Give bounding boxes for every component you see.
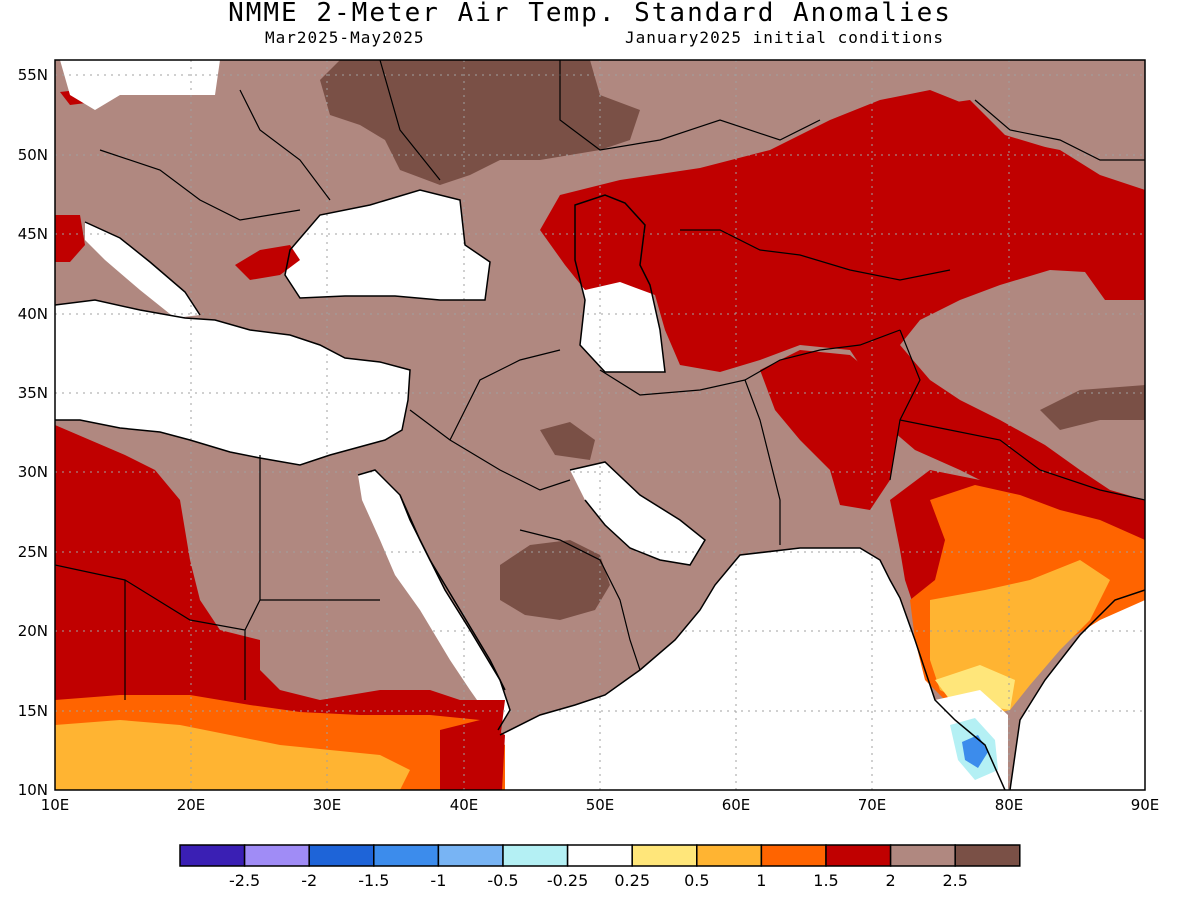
colorbar-swatch [437, 844, 504, 867]
lat-tick: 35N [18, 384, 48, 402]
anomaly-tibet-dark [1040, 385, 1145, 430]
colorbar-swatch [889, 844, 956, 867]
colorbar-label: 2 [886, 871, 896, 890]
anomaly-cold-core [962, 735, 988, 768]
colorbar-label: -2.5 [229, 871, 260, 890]
lon-tick: 70E [858, 796, 887, 814]
graticule [55, 60, 1145, 790]
lon-tick: 50E [586, 796, 615, 814]
lat-tick: 55N [18, 66, 48, 84]
colorbar-swatch [825, 844, 892, 867]
colorbar-swatch [243, 844, 310, 867]
x-axis-labels: 10E 20E 30E 40E 50E 60E 70E 80E 90E [41, 796, 1160, 814]
anomaly-balkans-red [235, 245, 300, 280]
map-title: NMME 2-Meter Air Temp. Standard Anomalie… [228, 0, 952, 28]
lon-tick: 10E [41, 796, 70, 814]
colorbar-swatch [954, 844, 1021, 867]
colorbar-swatch [631, 844, 698, 867]
arabian-sea [500, 548, 1005, 790]
anomaly-central-asia [540, 90, 1145, 560]
lat-tick: 50N [18, 146, 48, 164]
europe-neutral-patch [60, 60, 220, 110]
colorbar: -2.5 -2 -1.5 -1 -0.5 -0.25 0.25 0.5 1 1.5 2 2.5 [179, 844, 1021, 890]
colorbar-swatch [373, 844, 440, 867]
y-axis-labels: 10N 15N 20N 25N 30N 35N 40N 45N 50N 55N [18, 66, 48, 799]
map-frame [54, 59, 1146, 791]
lon-tick: 90E [1131, 796, 1160, 814]
colorbar-label: 0.5 [684, 871, 709, 890]
anomaly-arabia-dark [500, 540, 610, 620]
anomaly-siberia [900, 100, 1145, 240]
black-sea [285, 190, 490, 300]
lon-tick: 60E [722, 796, 751, 814]
anomaly-horn-africa [440, 720, 505, 790]
persian-gulf [570, 462, 705, 565]
anomaly-iraq-dark [540, 422, 595, 460]
lat-tick: 15N [18, 702, 48, 720]
anomaly-afghanistan [760, 350, 900, 510]
lat-tick: 30N [18, 463, 48, 481]
lat-tick: 40N [18, 305, 48, 323]
lon-tick: 80E [995, 796, 1024, 814]
colorbar-swatch [502, 844, 569, 867]
colorbar-swatch [308, 844, 375, 867]
initial-conditions: January2025 initial conditions [625, 28, 944, 47]
colorbar-label: -1.5 [358, 871, 389, 890]
coastlines [55, 189, 1145, 790]
colorbar-label: -0.25 [547, 871, 588, 890]
colorbar-label: 1 [756, 871, 766, 890]
lat-tick: 10N [18, 781, 48, 799]
colorbar-swatch [179, 844, 246, 867]
colorbar-label: -2 [301, 871, 317, 890]
mediterranean-sea [55, 300, 410, 465]
colorbar-label: 1.5 [813, 871, 838, 890]
colorbar-swatch [696, 844, 763, 867]
anomaly-italy-red [55, 215, 85, 262]
colorbar-label: 0.25 [614, 871, 650, 890]
lat-tick: 20N [18, 622, 48, 640]
colorbar-label: 2.5 [942, 871, 967, 890]
red-sea [358, 470, 510, 730]
colorbar-label: -1 [430, 871, 446, 890]
colorbar-swatch [566, 844, 633, 867]
colorbar-label: -0.5 [487, 871, 518, 890]
country-borders [55, 60, 1145, 700]
lat-tick: 45N [18, 225, 48, 243]
lon-tick: 40E [450, 796, 479, 814]
adriatic-sea [85, 222, 200, 318]
anomaly-field [55, 60, 1145, 790]
colorbar-swatch [760, 844, 827, 867]
anomaly-north-africa [55, 425, 505, 755]
forecast-period: Mar2025-May2025 [265, 28, 425, 47]
anomaly-sahel-core [55, 720, 410, 790]
lat-tick: 25N [18, 543, 48, 561]
lon-tick: 20E [177, 796, 206, 814]
bay-of-bengal [1010, 590, 1145, 790]
lon-tick: 30E [313, 796, 342, 814]
